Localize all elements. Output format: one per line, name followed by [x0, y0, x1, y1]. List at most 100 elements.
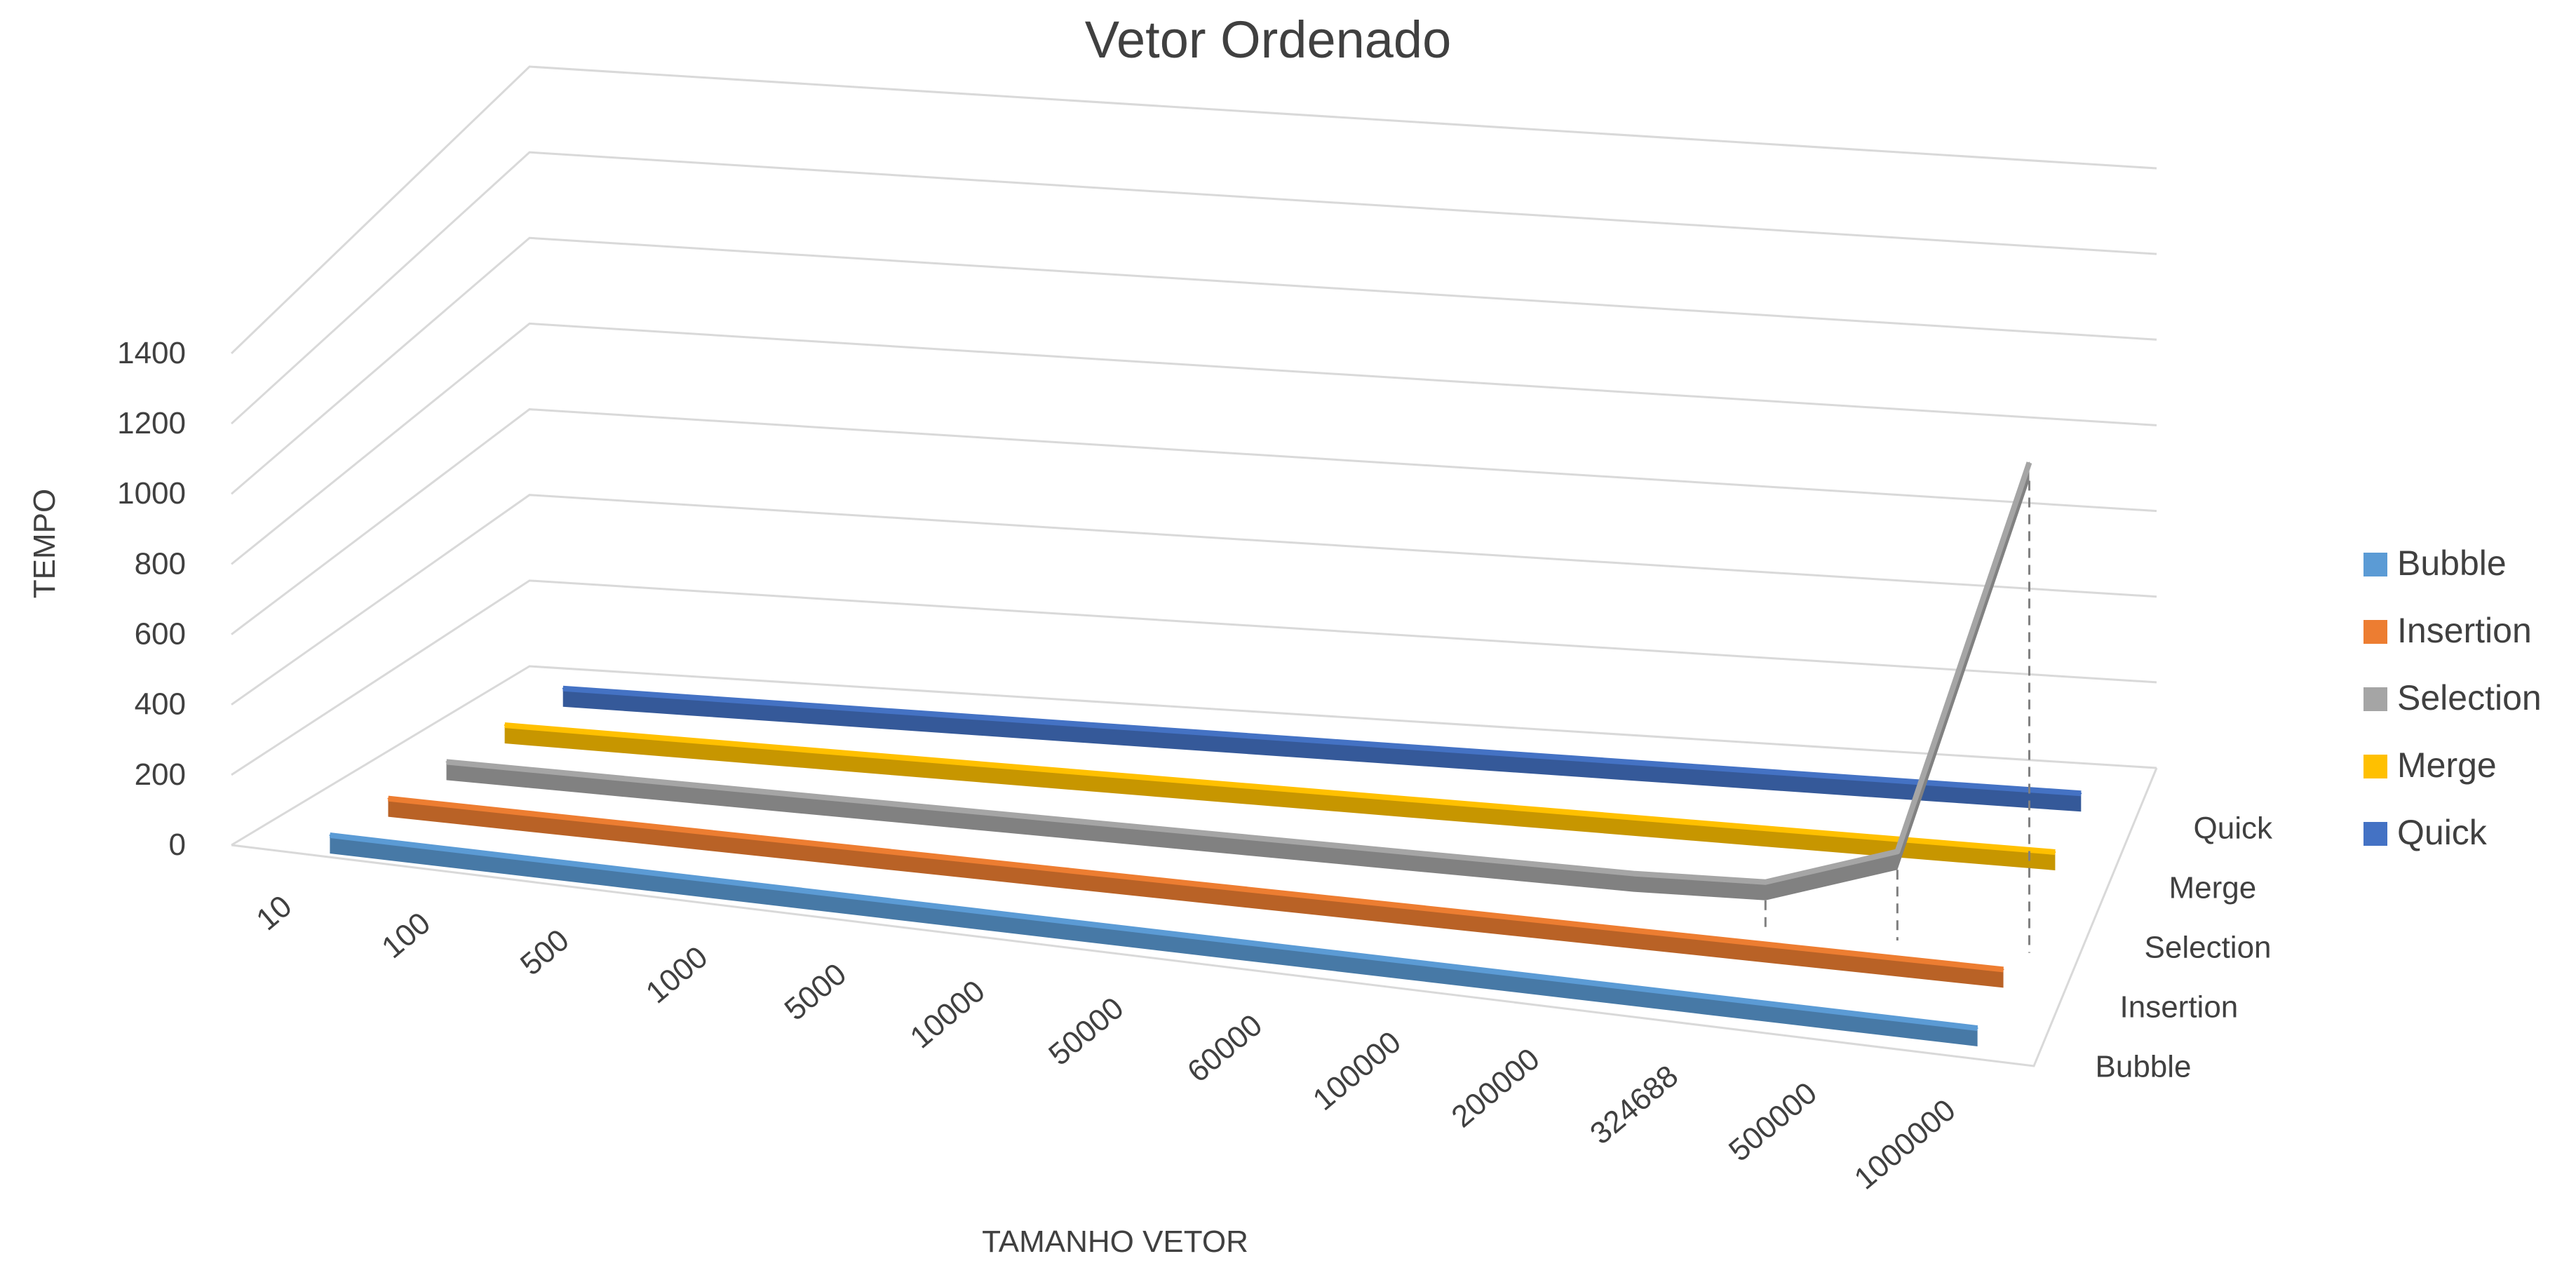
data-point [815, 705, 817, 707]
data-point [1868, 954, 1870, 957]
series-merge [504, 722, 2056, 870]
data-point [1976, 1027, 1978, 1030]
depth-tick-label: Quick [2194, 811, 2273, 846]
legend-swatch [2363, 620, 2387, 644]
legend-swatch [2363, 687, 2387, 711]
data-point [1765, 881, 1767, 883]
data-point [656, 826, 659, 828]
data-point [891, 756, 893, 758]
data-point [1574, 757, 1576, 760]
data-point [1598, 926, 1600, 928]
data-point [1701, 766, 1703, 768]
data-point [878, 898, 880, 900]
legend-label: Quick [2397, 813, 2488, 852]
data-point [1020, 767, 1023, 769]
data-point [1068, 722, 1070, 724]
gridlines [230, 65, 2157, 846]
data-point [562, 687, 564, 689]
series-quick [562, 685, 2082, 812]
series-ribbon [330, 835, 1978, 1047]
floor-edge [231, 767, 2158, 1067]
data-point [2054, 851, 2056, 853]
data-point [1839, 1011, 1841, 1013]
x-tick-label: 5000 [778, 957, 853, 1027]
data-point [1060, 869, 1063, 871]
data-point [522, 811, 524, 814]
x-tick-label: 500000 [1722, 1076, 1823, 1168]
data-point [1537, 809, 1539, 811]
x-tick-label: 200000 [1445, 1041, 1546, 1134]
data-point [1329, 897, 1331, 899]
x-tick-label: 10 [250, 889, 298, 937]
y-axis-ticks: 0 200 400 600 800 1000 1200 1400 [117, 336, 186, 862]
data-point [387, 797, 389, 800]
x-tick-label: 1000 [640, 940, 714, 1010]
data-point [1733, 940, 1735, 942]
data-point [2080, 792, 2082, 795]
gridline [230, 151, 2157, 425]
legend-label: Bubble [2397, 544, 2507, 583]
x-tick-label: 1000000 [1848, 1093, 1962, 1196]
data-point [1827, 775, 1829, 777]
legend-swatch [2363, 822, 2387, 846]
gridline [231, 579, 2157, 776]
depth-tick-label: Selection [2145, 931, 2272, 965]
y-tick-label: 0 [169, 828, 186, 862]
data-point [329, 834, 331, 836]
legend: Bubble Insertion Selection Merge Quick [2363, 544, 2542, 852]
data-point [1290, 947, 1292, 949]
data-point [1105, 823, 1107, 825]
data-point [791, 840, 793, 842]
legend-label: Merge [2397, 746, 2497, 785]
data-point [1925, 840, 1927, 842]
data-point [2002, 969, 2004, 971]
depth-tick-label: Bubble [2096, 1050, 2192, 1084]
data-point [926, 854, 928, 856]
legend-label: Selection [2397, 678, 2542, 717]
data-point [1795, 830, 1798, 832]
data-point [709, 785, 711, 788]
data-point [1149, 777, 1152, 779]
depth-tick-label: Merge [2169, 871, 2257, 905]
data-point [1408, 798, 1410, 800]
data-point [466, 850, 468, 852]
data-point [633, 735, 635, 737]
series-insertion [387, 795, 2004, 988]
x-tick-label: 100000 [1307, 1025, 1408, 1117]
depth-tick-label: Insertion [2120, 990, 2239, 1025]
data-point [1702, 995, 1704, 997]
series-line [446, 461, 2032, 885]
legend-swatch [2363, 553, 2387, 576]
data-point [577, 774, 579, 776]
chart-title: Vetor Ordenado [1085, 11, 1451, 69]
data-point [1633, 872, 1635, 875]
data-point [1194, 731, 1196, 734]
x-axis-title: TAMANHO VETOR [982, 1225, 1248, 1259]
y-tick-label: 1400 [117, 336, 186, 370]
y-tick-label: 800 [135, 546, 186, 581]
gridline [231, 322, 2157, 565]
data-point [741, 882, 743, 884]
x-tick-label: 500 [514, 923, 576, 983]
x-tick-label: 50000 [1042, 991, 1130, 1072]
gridline [231, 408, 2157, 635]
series-selection [445, 461, 2032, 953]
data-point [1279, 788, 1281, 790]
series [329, 461, 2082, 1047]
axes [231, 767, 2158, 1067]
data-point [2028, 461, 2030, 464]
data-point [973, 811, 975, 813]
data-point [1666, 819, 1668, 821]
data-point [1321, 740, 1323, 742]
series-ribbon [562, 688, 2082, 812]
legend-swatch [2363, 755, 2387, 778]
data-point [762, 746, 764, 748]
data-point [1153, 931, 1154, 933]
data-point [1501, 860, 1503, 862]
x-tick-label: 100 [375, 905, 437, 965]
data-point [1016, 915, 1018, 917]
data-point [603, 866, 605, 868]
data-point [1195, 883, 1196, 885]
y-tick-label: 1200 [117, 406, 186, 440]
y-tick-label: 400 [135, 687, 186, 722]
